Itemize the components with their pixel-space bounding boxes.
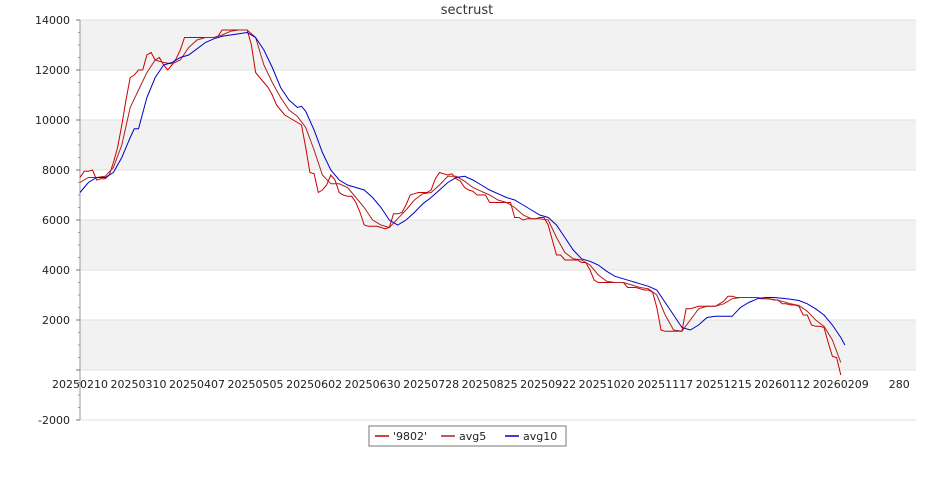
legend-box: [368, 425, 567, 447]
x-tick-label: 20250630: [345, 378, 401, 391]
series-avg5-line: [79, 29, 842, 363]
grid-band: [80, 120, 916, 170]
x-tick-label: 20250310: [111, 378, 167, 391]
y-tick-label: 10000: [35, 114, 70, 127]
series-avg10-line: [79, 31, 846, 346]
x-tick-label: 20260209: [813, 378, 869, 391]
x-tick-label: 20260112: [754, 378, 810, 391]
grid-band: [80, 320, 916, 370]
legend: '9802' avg5 avg10: [368, 425, 567, 447]
y-axis-ticks: -2000 2000 4000 6000 8000 10000 12000 14000: [35, 14, 80, 427]
y-tick-label: 4000: [42, 264, 70, 277]
series-lines: [79, 29, 846, 376]
legend-label: avg5: [459, 430, 486, 443]
chart-title: sectrust: [441, 3, 493, 18]
grid-lines: [80, 19, 916, 421]
x-tick-label: 20251020: [579, 378, 635, 391]
y-tick-label: 8000: [42, 164, 70, 177]
y-tick-label: -2000: [38, 414, 70, 427]
x-tick-label: 280: [889, 378, 910, 391]
x-tick-label: 20250825: [462, 378, 518, 391]
grid-band: [80, 220, 916, 270]
x-tick-label: 20250728: [403, 378, 459, 391]
x-tick-label: 20250407: [169, 378, 225, 391]
y-tick-label: 12000: [35, 64, 70, 77]
y-tick-label: 6000: [42, 214, 70, 227]
x-tick-label: 20250505: [228, 378, 284, 391]
y-tick-label: 14000: [35, 14, 70, 27]
x-tick-label: 20250602: [286, 378, 342, 391]
x-tick-label: 20251117: [637, 378, 693, 391]
x-axis-ticks: 20250210 20250310 20250407 20250505 20250602…: [52, 378, 910, 391]
x-tick-label: 20250210: [52, 378, 108, 391]
x-tick-label: 20251215: [696, 378, 752, 391]
y-tick-label: 2000: [42, 314, 70, 327]
legend-label: avg10: [523, 430, 557, 443]
legend-label: '9802': [393, 430, 427, 443]
x-tick-label: 20250922: [520, 378, 576, 391]
grid-bands: [80, 20, 916, 370]
grid-band: [80, 20, 916, 70]
